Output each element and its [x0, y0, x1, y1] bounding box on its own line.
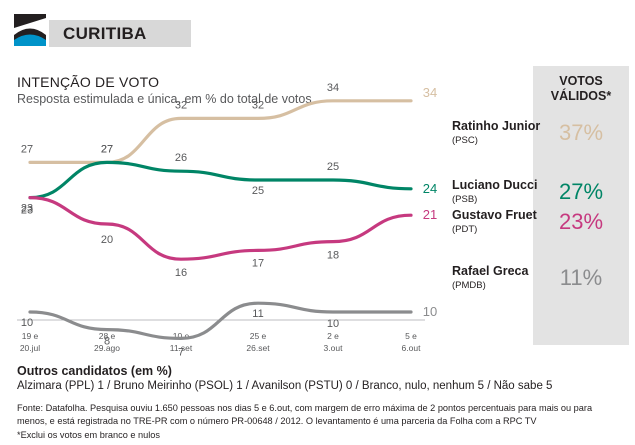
candidate-party: (PSB) — [452, 194, 477, 205]
last-value-label: 21 — [423, 207, 437, 222]
valid-votes-header-line1: VOTOS — [559, 74, 603, 88]
data-label: 23 — [21, 205, 33, 217]
series-line-2 — [28, 196, 413, 261]
data-label: 32 — [175, 99, 187, 111]
data-label: 7 — [178, 346, 184, 358]
data-label: 23 — [21, 203, 33, 215]
x-tick-label: 29.ago — [94, 343, 120, 353]
last-value-label: 24 — [423, 181, 437, 196]
other-candidates-text: Alzimara (PPL) 1 / Bruno Meirinho (PSOL)… — [17, 380, 553, 392]
x-tick-label: 19 e — [22, 331, 39, 341]
data-label: 34 — [327, 82, 339, 94]
x-tick-label: 5 e — [405, 331, 417, 341]
chart-title: INTENÇÃO DE VOTO — [17, 74, 160, 90]
data-label: 32 — [252, 99, 264, 111]
data-label: 18 — [327, 250, 339, 262]
data-label: 27 — [101, 143, 113, 155]
valid-votes-header-line2: VÁLIDOS* — [550, 89, 612, 103]
data-label: 27 — [21, 143, 33, 155]
data-label: 11 — [252, 308, 263, 320]
series-line-3 — [28, 301, 413, 340]
x-tick-label: 28 e — [99, 331, 116, 341]
x-tick-label: 26.set — [246, 343, 270, 353]
candidate-name: Rafael Greca — [452, 264, 529, 278]
data-label: 25 — [252, 185, 264, 197]
x-tick-label: 6.out — [402, 343, 422, 353]
last-value-label: 10 — [423, 304, 437, 319]
source-note: Fonte: Datafolha. Pesquisa ouviu 1.650 p… — [17, 403, 593, 426]
valid-votes-header: VOTOS VÁLIDOS* — [533, 74, 629, 104]
x-tick-label: 3.out — [324, 343, 344, 353]
candidate-party: (PDT) — [452, 224, 477, 235]
footnote: *Exclui os votos em branco e nulos — [17, 430, 160, 440]
other-candidates-title: Outros candidatos (em %) — [17, 364, 172, 378]
data-label: 20 — [101, 234, 113, 246]
series-line-1 — [28, 160, 413, 200]
data-label: 8 — [104, 336, 110, 348]
data-label: 10 — [21, 317, 33, 329]
candidate-name: Ratinho Junior — [452, 119, 540, 133]
data-label: 27 — [101, 143, 113, 155]
candidate-party: (PSC) — [452, 135, 478, 146]
chart-subtitle: Resposta estimulada e única, em % do tot… — [17, 92, 312, 106]
x-tick-label: 11.set — [170, 343, 193, 353]
valid-votes-value: 11% — [560, 265, 602, 290]
data-label: 17 — [252, 257, 264, 269]
x-tick-label: 20.jul — [20, 343, 40, 353]
x-tick-label: 25 e — [250, 331, 267, 341]
candidate-party: (PMDB) — [452, 280, 486, 291]
last-value-label: 34 — [423, 85, 437, 100]
valid-votes-value: 37% — [559, 120, 603, 145]
data-label: 26 — [175, 152, 187, 164]
valid-votes-column: VOTOS VÁLIDOS* — [533, 66, 629, 345]
series-line-0 — [28, 99, 413, 165]
candidate-name: Gustavo Fruet — [452, 208, 538, 222]
candidate-name: Luciano Ducci — [452, 178, 537, 192]
data-label: 25 — [327, 161, 339, 173]
city-badge: CURITIBA — [49, 20, 191, 47]
data-label: 10 — [327, 318, 339, 330]
data-label: 16 — [175, 267, 187, 279]
valid-votes-value: 27% — [559, 179, 603, 204]
newspaper-logo-icon — [14, 14, 46, 46]
x-tick-label: 10 e — [173, 331, 190, 341]
x-tick-label: 2 e — [327, 331, 339, 341]
valid-votes-value: 23% — [559, 209, 603, 234]
city-name: CURITIBA — [63, 24, 147, 43]
